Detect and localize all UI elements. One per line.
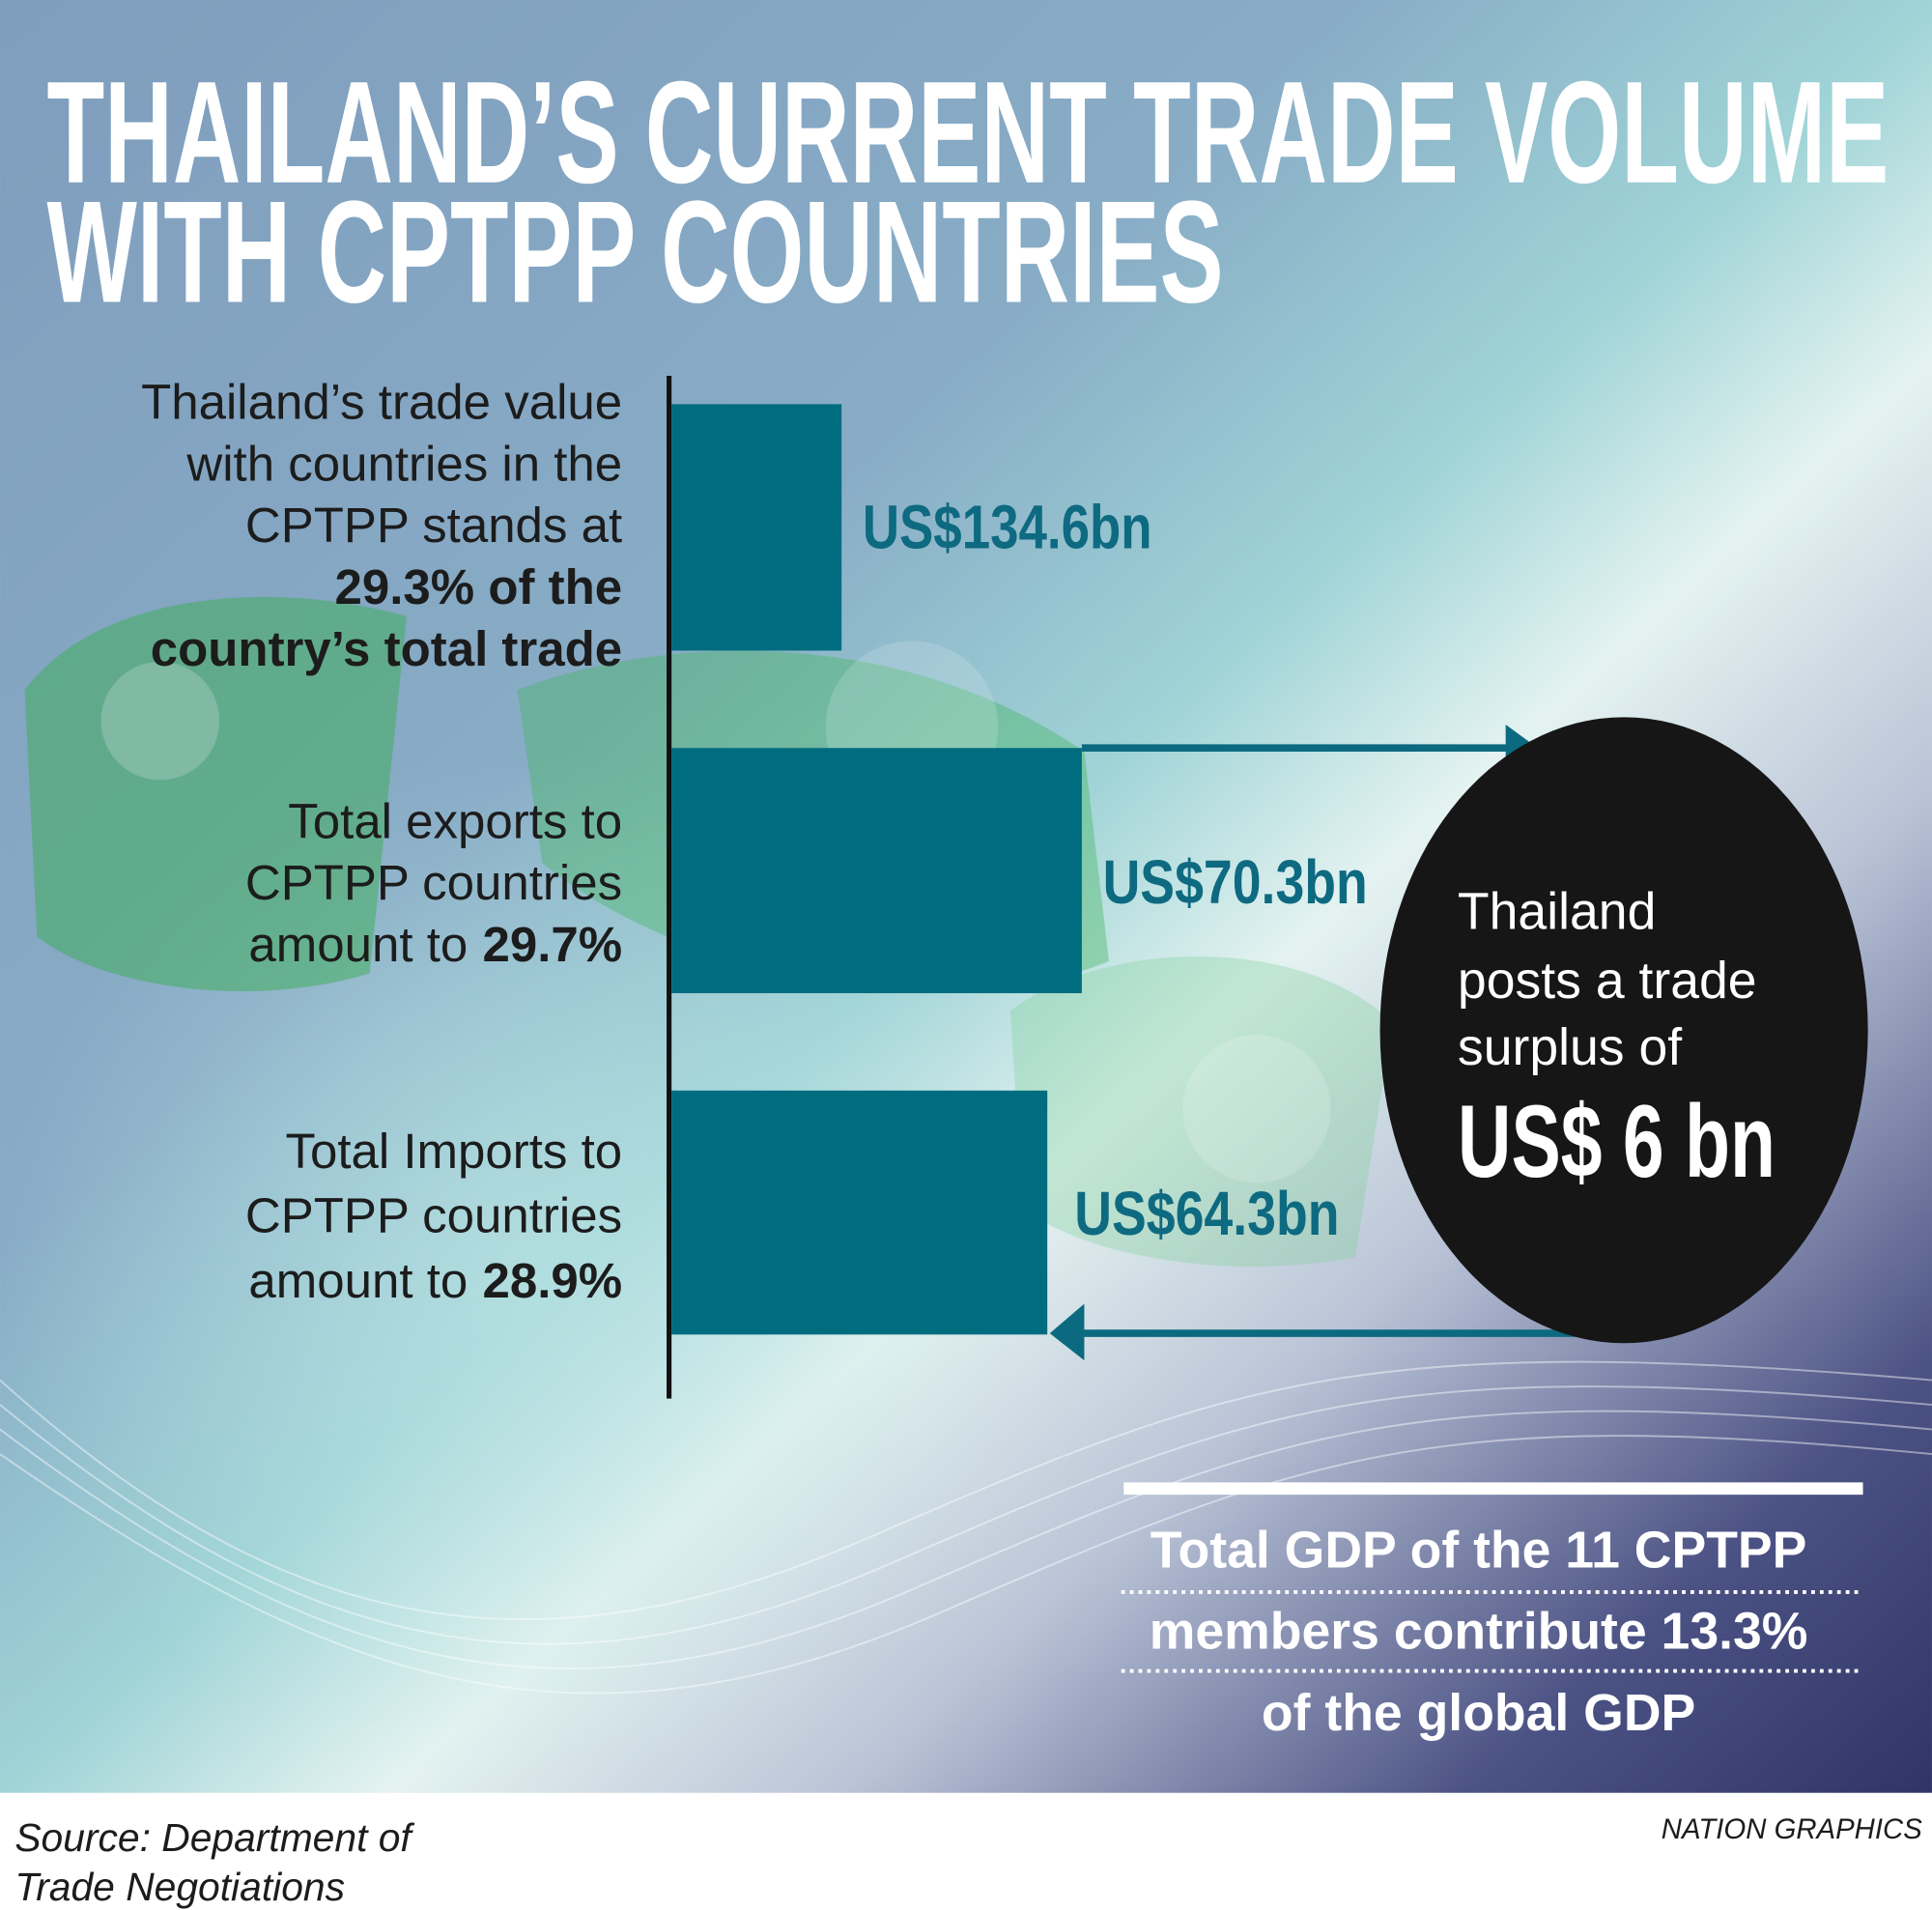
description-line: with countries in the: [185, 436, 622, 491]
description-line: CPTPP stands at: [245, 498, 622, 553]
footnote-line: Total GDP of the 11 CPTPP: [1151, 1522, 1807, 1579]
description-text: Total Imports to: [285, 1124, 622, 1179]
description-line: Thailand’s trade value: [141, 375, 622, 430]
description-text: CPTPP countries: [245, 1187, 622, 1242]
description-line: Total Imports to: [285, 1124, 622, 1179]
description-emphasis: country’s total trade: [151, 621, 622, 676]
description-text: amount to: [248, 1253, 468, 1308]
globe-glow: [0, 752, 1036, 1787]
source-line: Source: Department of: [14, 1815, 414, 1860]
description-line: country’s total trade: [151, 621, 622, 676]
description-text: Total exports to: [288, 793, 622, 848]
title-line: WITH CPTPP COUNTRIES: [46, 170, 1223, 332]
description-text: with countries in the: [185, 436, 622, 491]
wave-decoration: [0, 1360, 1932, 1695]
callout-highlight: US$ 6 bn: [1458, 1083, 1776, 1199]
description-line: CPTPP countries: [245, 1187, 622, 1242]
description-text: Thailand’s trade value: [141, 375, 622, 430]
callout-line: Thailand: [1458, 884, 1656, 941]
callout-bubble: [1379, 717, 1868, 1344]
title-line: THAILAND’S CURRENT TRADE VOLUME: [46, 51, 1889, 214]
callout-line: posts a trade: [1458, 953, 1757, 1010]
description-line: 29.3% of the: [335, 559, 623, 614]
value-label: US$134.6bn: [863, 493, 1152, 562]
dotted-lines: [1121, 1590, 1859, 1673]
bar: [671, 748, 1082, 994]
bar: [671, 404, 842, 651]
value-label: US$70.3bn: [1103, 847, 1368, 917]
description-line: amount to 29.7%: [248, 917, 622, 972]
credit: NATION GRAPHICS: [1662, 1813, 1922, 1845]
description-line: Total exports to: [288, 793, 622, 848]
bar: [671, 1090, 1048, 1335]
description-line: amount to 28.9%: [248, 1253, 622, 1308]
footnote-line: of the global GDP: [1262, 1685, 1695, 1742]
callout-line: surplus of: [1458, 1019, 1682, 1076]
source-line: Trade Negotiations: [14, 1865, 345, 1909]
description-emphasis: 29.7%: [483, 917, 623, 972]
description-text: CPTPP stands at: [245, 498, 622, 553]
description-line: CPTPP countries: [245, 855, 622, 910]
description-text: CPTPP countries: [245, 855, 622, 910]
footer-strip: [0, 1792, 1932, 1910]
value-label: US$64.3bn: [1074, 1179, 1339, 1248]
description-emphasis: 29.3% of the: [335, 559, 623, 614]
description-text: amount to: [248, 917, 468, 972]
description-emphasis: 28.9%: [483, 1253, 623, 1308]
footnote-line: members contribute 13.3%: [1150, 1604, 1808, 1661]
